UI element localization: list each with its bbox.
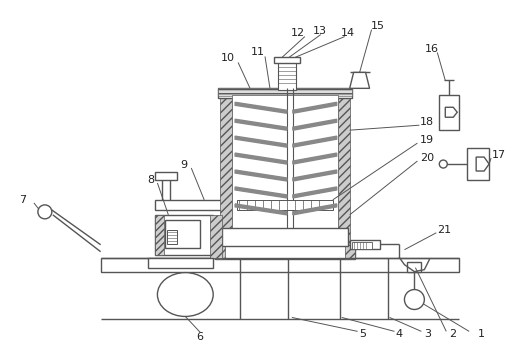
- Polygon shape: [235, 187, 287, 198]
- Bar: [274, 58, 300, 64]
- Circle shape: [439, 160, 447, 168]
- Bar: [218, 88, 352, 98]
- Text: 21: 21: [437, 225, 451, 235]
- Bar: [148, 258, 213, 268]
- Bar: [220, 95, 232, 250]
- Bar: [345, 245, 355, 259]
- Bar: [155, 215, 165, 255]
- Text: 15: 15: [370, 20, 385, 31]
- Text: 18: 18: [420, 117, 434, 127]
- Bar: [467, 148, 489, 180]
- Polygon shape: [235, 153, 287, 164]
- Polygon shape: [235, 136, 287, 147]
- Polygon shape: [293, 102, 337, 113]
- Polygon shape: [235, 170, 287, 181]
- Polygon shape: [293, 170, 337, 181]
- Text: 9: 9: [180, 160, 187, 170]
- Bar: [215, 245, 225, 259]
- Circle shape: [404, 289, 424, 310]
- Bar: [215, 245, 355, 259]
- Ellipse shape: [157, 273, 213, 316]
- Bar: [350, 240, 380, 249]
- Polygon shape: [293, 119, 337, 130]
- Bar: [352, 242, 371, 249]
- Polygon shape: [235, 119, 287, 130]
- Text: 2: 2: [449, 329, 456, 339]
- Bar: [408, 262, 421, 271]
- Text: 17: 17: [492, 150, 506, 160]
- Bar: [210, 215, 222, 258]
- Text: 5: 5: [359, 329, 366, 339]
- Polygon shape: [293, 153, 337, 164]
- Bar: [218, 88, 352, 96]
- Polygon shape: [293, 187, 337, 198]
- Polygon shape: [293, 136, 337, 147]
- Circle shape: [38, 205, 52, 219]
- Bar: [155, 172, 177, 180]
- Bar: [155, 200, 225, 210]
- Bar: [338, 95, 350, 250]
- Bar: [165, 220, 200, 248]
- Polygon shape: [446, 107, 457, 117]
- Text: 7: 7: [19, 195, 26, 205]
- Bar: [232, 95, 338, 250]
- Bar: [237, 200, 333, 210]
- Bar: [155, 215, 213, 255]
- Bar: [167, 230, 177, 244]
- Text: 16: 16: [424, 43, 438, 54]
- Polygon shape: [235, 102, 287, 113]
- Bar: [278, 60, 296, 90]
- Polygon shape: [235, 204, 287, 215]
- Text: 10: 10: [221, 53, 235, 64]
- Text: 3: 3: [424, 329, 431, 339]
- Bar: [439, 95, 459, 130]
- Text: 1: 1: [478, 329, 484, 339]
- Text: 19: 19: [420, 135, 434, 145]
- Polygon shape: [476, 157, 489, 171]
- Text: 13: 13: [313, 25, 327, 36]
- Polygon shape: [293, 204, 337, 215]
- Polygon shape: [350, 72, 370, 88]
- Text: 11: 11: [251, 48, 265, 58]
- Bar: [100, 258, 459, 271]
- Text: 12: 12: [291, 28, 305, 37]
- Text: 6: 6: [197, 333, 204, 342]
- Bar: [222, 228, 348, 246]
- Text: 8: 8: [147, 175, 154, 185]
- Text: 20: 20: [420, 153, 434, 163]
- Text: 4: 4: [396, 329, 403, 339]
- Text: 14: 14: [341, 28, 355, 37]
